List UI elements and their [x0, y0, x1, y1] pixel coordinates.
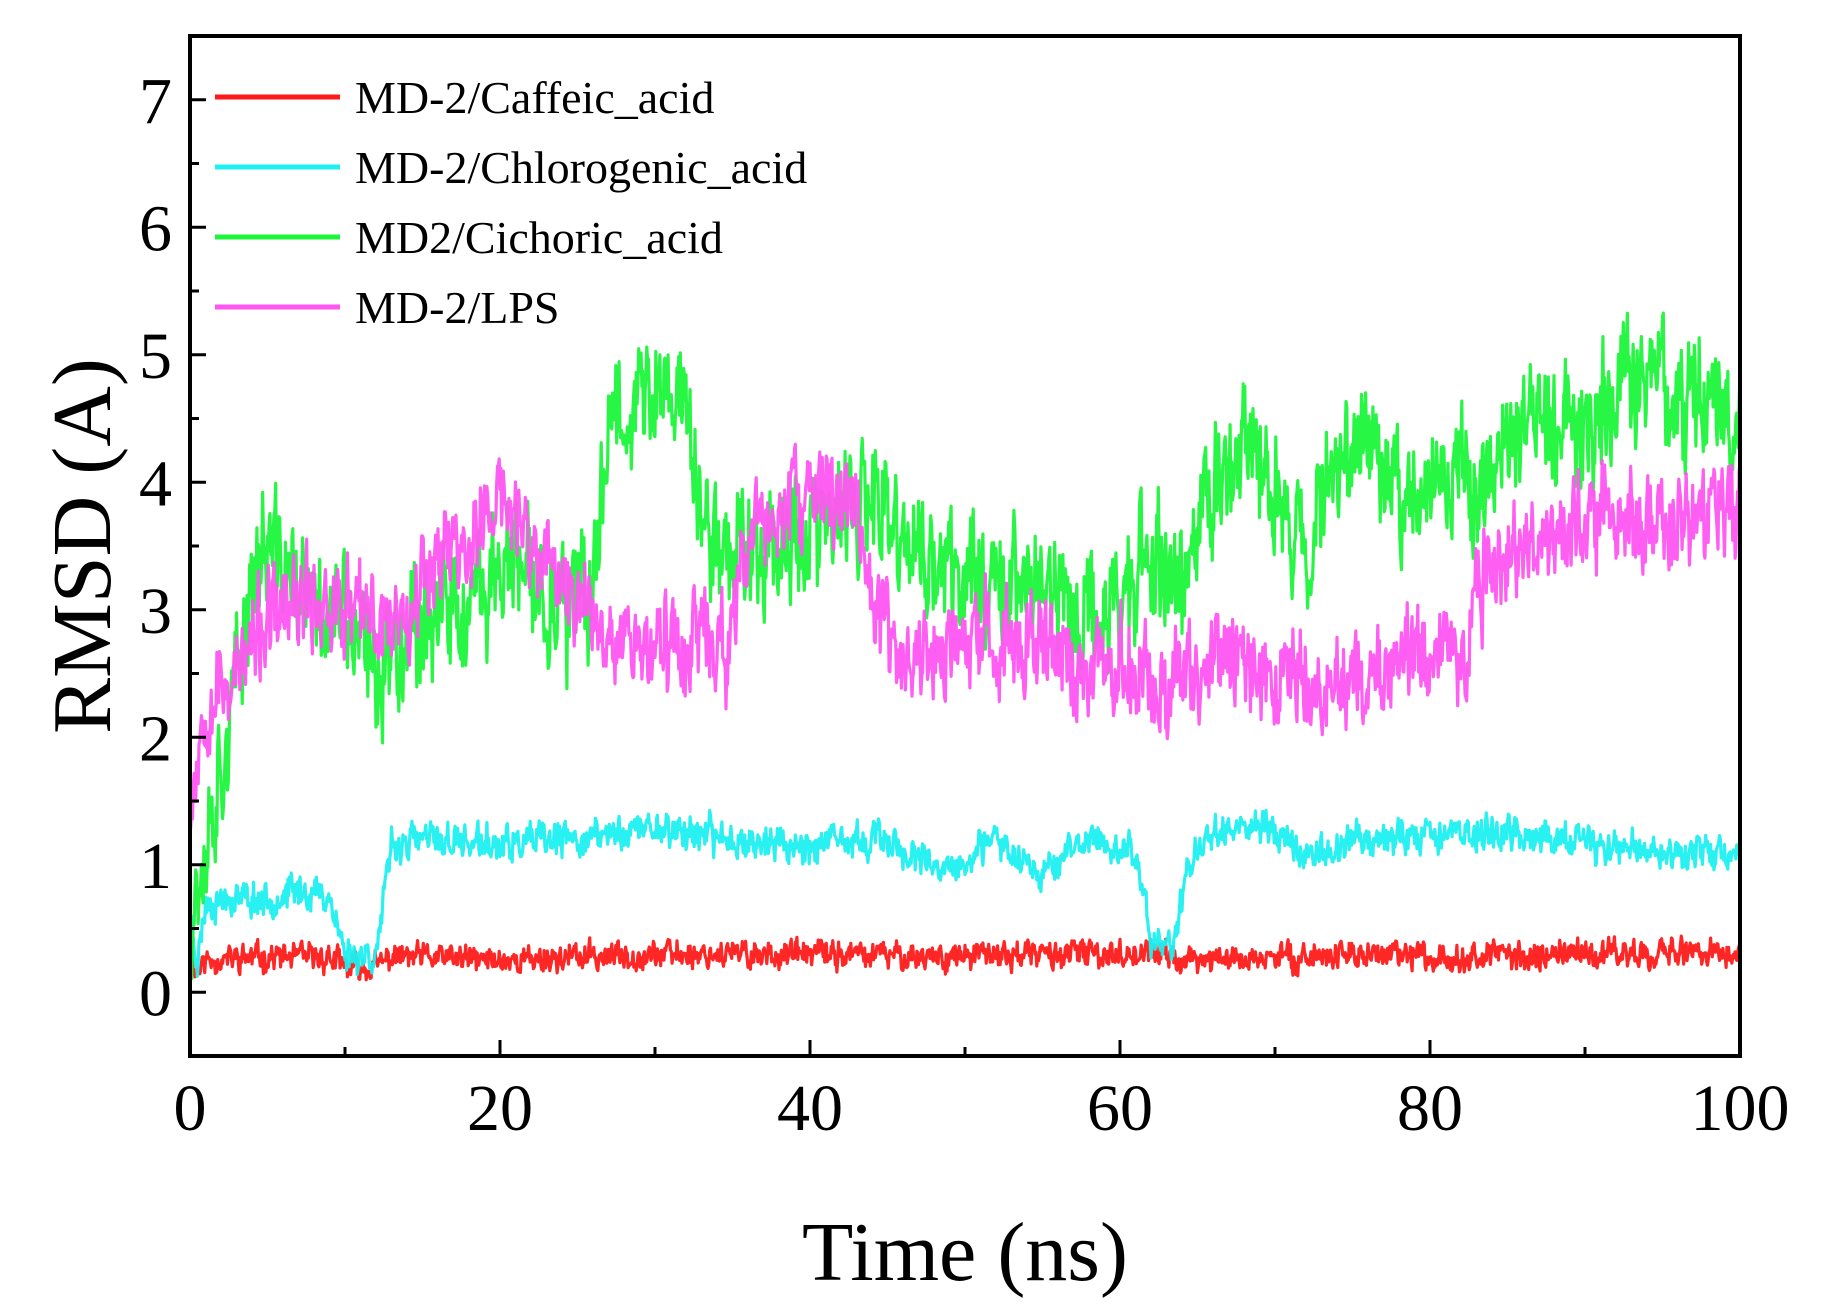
y-tick-label-5: 5	[139, 320, 172, 393]
legend-label-4: MD-2/LPS	[355, 282, 559, 333]
legend: MD-2/Caffeic_acid MD-2/Chlorogenic_acid MD…	[215, 72, 807, 333]
series-line-4	[190, 442, 1740, 835]
x-tick-label-40: 40	[777, 1072, 843, 1145]
x-axis-title: Time (ns)	[802, 1206, 1128, 1299]
y-tick-label-2: 2	[139, 702, 172, 775]
x-tick-label-100: 100	[1691, 1072, 1790, 1145]
y-axis-title: RMSD (A)	[36, 358, 129, 734]
y-tick-label-1: 1	[139, 830, 172, 903]
legend-label-3: MD2/Cichoric_acid	[355, 212, 723, 263]
x-tick-label-80: 80	[1397, 1072, 1463, 1145]
y-tick-label-6: 6	[139, 192, 172, 265]
y-tick-label-3: 3	[139, 575, 172, 648]
y-tick-label-0: 0	[139, 957, 172, 1030]
legend-label-1: MD-2/Caffeic_acid	[355, 72, 714, 123]
series-line-2	[190, 808, 1740, 978]
tick-layer: 0 20 40 60 80 100 0 1 2 3 4 5 6 7	[139, 65, 1790, 1145]
x-tick-label-20: 20	[467, 1072, 533, 1145]
y-tick-label-7: 7	[139, 65, 172, 138]
series-line-1	[190, 934, 1740, 982]
y-tick-label-4: 4	[139, 447, 172, 520]
series-layer	[190, 311, 1740, 982]
x-tick-label-60: 60	[1087, 1072, 1153, 1145]
legend-label-2: MD-2/Chlorogenic_acid	[355, 142, 807, 193]
x-tick-label-0: 0	[174, 1072, 207, 1145]
series-line-3	[190, 311, 1740, 981]
